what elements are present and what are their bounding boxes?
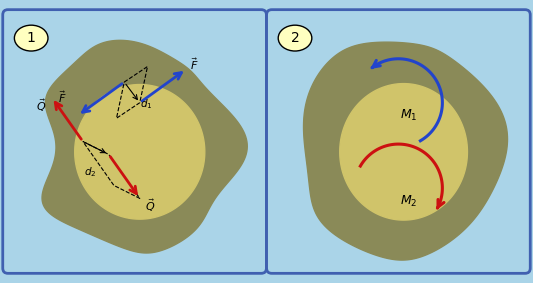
Text: $M_2$: $M_2$ — [400, 193, 417, 209]
Text: $\vec{Q}$: $\vec{Q}$ — [36, 97, 47, 114]
Polygon shape — [75, 85, 205, 219]
Text: $\vec{F}$: $\vec{F}$ — [58, 90, 67, 106]
Text: $d_2$: $d_2$ — [84, 166, 97, 179]
FancyBboxPatch shape — [266, 10, 530, 273]
FancyBboxPatch shape — [3, 10, 266, 273]
Polygon shape — [340, 83, 467, 220]
Ellipse shape — [14, 25, 48, 51]
Ellipse shape — [278, 25, 312, 51]
Text: $\vec{F}$: $\vec{F}$ — [190, 56, 198, 72]
Text: $\vec{Q}$: $\vec{Q}$ — [145, 198, 155, 215]
Polygon shape — [303, 42, 507, 260]
Text: $\mathit{1}$: $\mathit{1}$ — [26, 31, 36, 45]
Text: $d_1$: $d_1$ — [140, 98, 152, 111]
Text: $\mathit{2}$: $\mathit{2}$ — [290, 31, 300, 45]
Text: $M_1$: $M_1$ — [400, 108, 417, 123]
Polygon shape — [42, 40, 247, 253]
